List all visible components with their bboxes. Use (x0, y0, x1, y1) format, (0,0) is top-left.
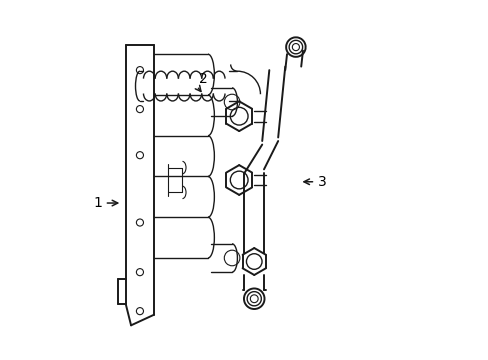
Text: 2: 2 (199, 72, 208, 86)
Text: 3: 3 (318, 175, 326, 189)
Text: 1: 1 (93, 196, 102, 210)
